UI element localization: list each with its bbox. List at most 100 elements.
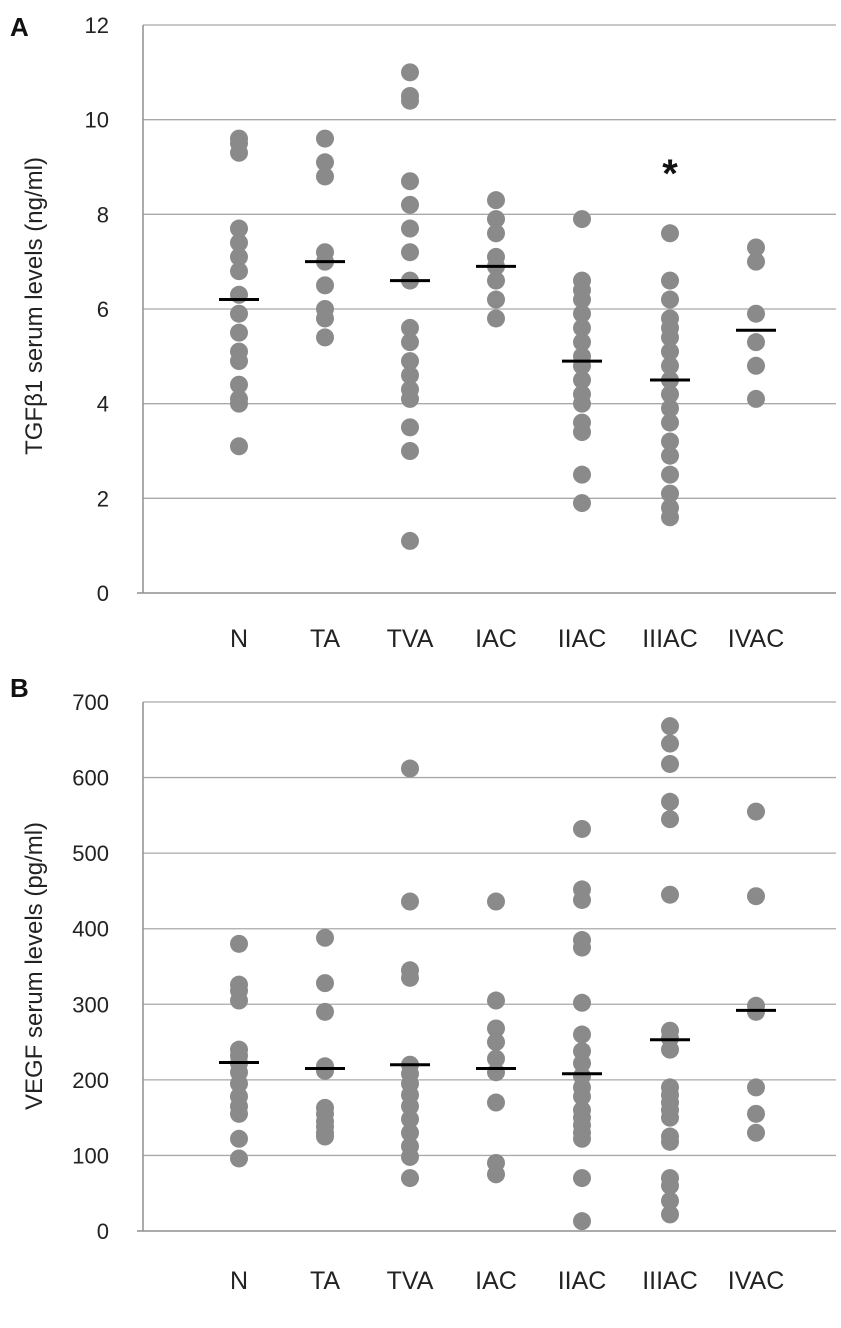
panel-a-data-point <box>230 262 248 281</box>
panel-a-data-point <box>661 224 679 243</box>
panel-a-x-category-label: TA <box>310 625 340 653</box>
panel-a-data-point <box>487 290 505 309</box>
panel-b-x-category-label: TVA <box>387 1267 434 1295</box>
panel-a-data-point <box>661 446 679 465</box>
panel-a-y-tick-label: 0 <box>97 581 109 606</box>
panel-b-x-category-label: N <box>230 1267 248 1295</box>
panel-a-data-point <box>316 328 334 347</box>
panel-a-y-tick-label: 12 <box>85 13 109 38</box>
panel-a-data-point <box>661 432 679 451</box>
panel-b-data-point <box>573 1054 591 1073</box>
panel-a-data-point <box>747 389 765 408</box>
panel-a-data-point <box>401 318 419 337</box>
panel-b-data-point <box>661 1108 679 1127</box>
panel-a-data-point <box>316 309 334 328</box>
panel-b-y-tick-label: 500 <box>72 841 109 866</box>
panel-a-data-point <box>661 328 679 347</box>
panel-a-data-point <box>661 356 679 375</box>
panel-b-plot-area: 0 100 200 300 400 500 600 700 N TA TVA IAC IIAC IIIAC… <box>72 690 836 1295</box>
panel-b-data-point <box>573 1025 591 1044</box>
panel-a-data-point <box>573 371 591 389</box>
panel-a-data-point <box>661 290 679 309</box>
panel-b-data-point <box>747 1002 765 1021</box>
panel-b-data-point <box>573 1087 591 1106</box>
panel-a-data-point <box>401 418 419 437</box>
panel-b-x-category-label: IAC <box>475 1267 517 1295</box>
panel-b-data-point <box>230 934 248 953</box>
panel-a-data-point <box>487 309 505 328</box>
panel-b-y-tick-label: 100 <box>72 1143 109 1168</box>
panel-a-data-point <box>573 465 591 484</box>
panel-a-data-point <box>316 153 334 172</box>
panel-a-data-point <box>401 195 419 214</box>
panel-b-data-point <box>573 1212 591 1231</box>
panel-b-y-tick-label: 700 <box>72 690 109 715</box>
panel-b-data-point <box>661 810 679 829</box>
panel-b-data-point <box>401 1147 419 1166</box>
panel-b-x-category-label: TA <box>310 1267 340 1295</box>
panel-b-data-point <box>661 792 679 811</box>
panel-a-significance-asterisk: * <box>662 152 678 196</box>
panel-a-data-point <box>230 247 248 266</box>
panel-b-data-point <box>230 1129 248 1148</box>
panel-a-data-point <box>573 210 591 229</box>
panel-a-x-category-label: IVAC <box>728 625 785 653</box>
panel-a-y-axis-label: TGFβ1 serum levels (ng/ml) <box>21 157 48 455</box>
panel-b-data-point <box>401 1110 419 1129</box>
panel-b: B VEGF serum levels (pg/ml) 0 100 200 300 40… <box>10 673 836 1295</box>
panel-b-data-point <box>661 1176 679 1195</box>
panel-a-data-point <box>230 233 248 252</box>
panel-a-data-point <box>401 219 419 238</box>
panel-b-data-point <box>661 1205 679 1224</box>
panel-a-data-point <box>401 352 419 371</box>
panel-a-y-tick-label: 8 <box>97 202 109 227</box>
panel-b-data-point <box>573 1169 591 1188</box>
panel-a-x-category-label: IIIAC <box>642 625 698 653</box>
panel-b-data-point <box>661 1040 679 1059</box>
panel-a-data-point <box>230 352 248 371</box>
panel-b-data-point <box>401 968 419 987</box>
panel-b-data-point <box>230 1074 248 1093</box>
panel-a-y-tick-label: 2 <box>97 486 109 511</box>
panel-a-data-point <box>487 210 505 229</box>
panel-a-data-point <box>573 494 591 513</box>
panel-a-data-point <box>230 219 248 238</box>
panel-a-data-point <box>401 172 419 191</box>
panel-a-x-category-label: IIAC <box>558 625 607 653</box>
panel-b-y-tick-label: 300 <box>72 992 109 1017</box>
panel-a-data-point <box>573 290 591 309</box>
panel-b-data-point <box>747 802 765 821</box>
panel-b-data-point <box>573 938 591 957</box>
panel-a-letter: A <box>10 12 29 42</box>
panel-b-data-point <box>573 890 591 909</box>
panel-a-data-point <box>573 333 591 352</box>
panel-b-y-tick-label: 600 <box>72 766 109 791</box>
panel-a-data-point <box>661 508 679 527</box>
panel-b-y-tick-label: 400 <box>72 917 109 942</box>
panel-b-data-point <box>401 1123 419 1142</box>
panel-a-data-point <box>230 394 248 413</box>
panel-a-data-point <box>747 252 765 271</box>
panel-b-x-category-label: IIAC <box>558 1267 607 1295</box>
panel-a-data-point <box>316 276 334 295</box>
panel-a-data-point <box>573 304 591 323</box>
panel-a-data-point <box>487 271 505 290</box>
panel-b-data-point <box>573 993 591 1012</box>
panel-b-data-point <box>316 1127 334 1146</box>
panel-b-data-point <box>661 1132 679 1151</box>
panel-a-data-point <box>487 191 505 210</box>
panel-a-data-point <box>661 413 679 432</box>
panel-b-data-point <box>487 1165 505 1184</box>
panel-a-data-point <box>747 238 765 257</box>
panel-a-data-point <box>573 423 591 442</box>
panel-b-data-point <box>401 759 419 778</box>
panel-b-data-point <box>661 717 679 736</box>
panel-a-data-point <box>661 484 679 503</box>
panel-b-data-point <box>401 1169 419 1188</box>
panel-b-data-point <box>487 1093 505 1112</box>
panel-a-data-point <box>401 91 419 110</box>
panel-b-y-axis-label: VEGF serum levels (pg/ml) <box>21 822 48 1110</box>
panel-a-data-point <box>230 143 248 162</box>
panel-a-y-tick-label: 4 <box>97 392 109 417</box>
panel-a-data-point <box>316 129 334 148</box>
